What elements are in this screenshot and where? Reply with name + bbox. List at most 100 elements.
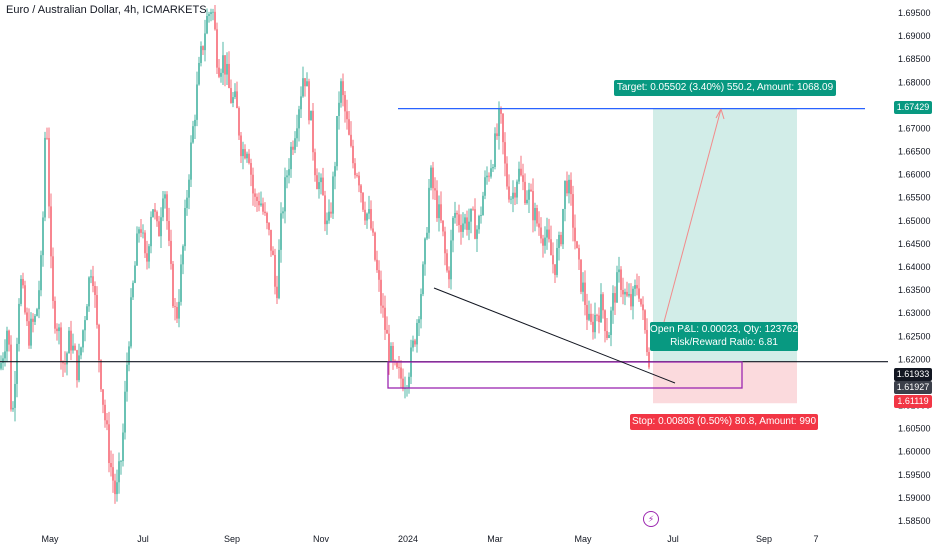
candle-body [444,231,446,254]
candle-body [474,209,476,239]
candle-body [196,84,198,120]
candle-body [466,217,468,230]
candle-body [178,301,180,319]
candle-body [648,352,650,368]
candle-body [634,285,636,289]
candle-body [396,362,398,368]
stop-price-tag: 1.61119 [894,395,932,408]
candle-body [462,223,464,232]
candle-body [142,232,144,234]
candle-body [376,259,378,271]
candle-body [420,294,422,320]
candle-body [210,12,212,15]
stop-label: Stop: 0.00808 (0.50%) 80.8, Amount: 990 [630,414,818,430]
candle-body [440,204,442,221]
candle-body [338,102,340,116]
candle-body [112,467,114,481]
lightning-icon[interactable]: ⚡ [643,511,659,527]
candle-body [224,55,226,75]
candle-body [544,237,546,246]
candle-body [322,177,324,196]
candle-body [448,270,450,280]
candle-body [12,407,14,410]
candle-body [88,277,90,307]
candle-body [418,319,420,323]
y-tick-label: 1.68000 [898,77,931,87]
candle-body [52,256,54,301]
candle-body [534,208,536,221]
x-tick-label: 7 [813,534,818,544]
candle-body [242,149,244,157]
candle-body [576,241,578,249]
candle-body [92,276,94,287]
candle-body [272,250,274,255]
candle-body [296,128,298,139]
candle-body [234,91,236,98]
candle-body [302,78,304,97]
candle-body [228,63,230,89]
candle-body [2,358,4,364]
candle-body [382,305,384,308]
candle-body [212,11,214,13]
candle-body [386,329,388,334]
candle-body [520,168,522,176]
candle-body [50,206,52,257]
candle-body [154,209,156,212]
candle-body [542,238,544,246]
y-tick-label: 1.64000 [898,262,931,272]
candle-body [108,424,110,464]
candle-body [146,253,148,262]
projection-line [663,108,722,323]
candle-body [48,138,50,207]
candle-body [644,310,646,330]
candle-body [264,211,266,214]
candle-body [144,232,146,254]
candle-body [246,153,248,159]
candle-body [548,229,550,240]
candle-body [162,198,164,218]
candlestick-series [0,5,650,504]
candle-body [530,189,532,192]
candle-body [82,330,84,348]
candle-body [316,175,318,190]
candle-body [38,290,40,310]
y-tick-label: 1.66000 [898,170,931,180]
candle-body [540,227,542,239]
candle-body [390,345,392,362]
candle-body [366,213,368,221]
candle-body [94,286,96,296]
risk-reward-text: Risk/Reward Ratio: 6.81 [670,337,778,348]
candle-body [266,213,268,223]
candle-body [136,233,138,266]
candle-body [84,320,86,331]
candle-body [628,294,630,296]
candle-body [24,285,26,313]
candle-body [590,313,592,322]
candle-body [522,175,524,182]
candle-body [184,208,186,247]
candle-body [78,355,80,381]
candle-body [518,168,520,182]
candle-body [86,306,88,321]
candle-body [72,345,74,351]
candle-body [220,72,222,77]
candle-body [340,81,342,103]
candle-body [232,97,234,103]
candle-body [568,179,570,194]
candle-body [132,282,134,298]
candle-body [346,111,348,120]
candle-body [478,216,480,230]
candle-body [206,15,208,34]
candle-body [204,33,206,51]
candle-body [602,294,604,311]
candle-body [104,404,106,421]
candle-body [158,221,160,237]
candle-body [586,305,588,320]
candle-body [560,234,562,245]
chart-title: Euro / Australian Dollar, 4h, ICMARKETS [6,4,207,16]
candle-body [40,255,42,291]
candle-body [254,193,256,197]
candle-body [122,432,124,462]
candle-body [260,203,262,206]
